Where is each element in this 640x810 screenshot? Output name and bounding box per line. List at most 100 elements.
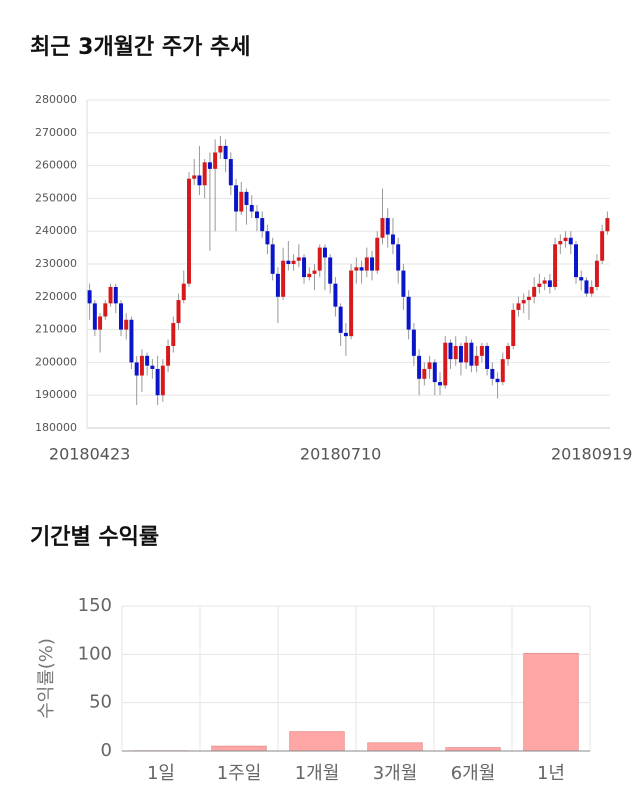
candle-body xyxy=(207,162,212,169)
candle-body xyxy=(343,332,348,337)
candle-body xyxy=(281,260,286,297)
candle-body xyxy=(563,237,568,242)
candle-body xyxy=(521,300,526,304)
candle-body xyxy=(558,241,563,245)
bar xyxy=(523,652,579,752)
candle-body xyxy=(359,267,364,271)
candle-body xyxy=(307,273,312,278)
candle-body xyxy=(370,257,375,271)
candle-body xyxy=(312,270,317,274)
candle-body xyxy=(542,280,547,284)
candle-body xyxy=(192,175,197,179)
y-tick-label: 50 xyxy=(89,692,112,713)
candle-body xyxy=(396,244,401,271)
candle-body xyxy=(547,280,552,287)
candle-body xyxy=(526,296,531,301)
candle-body xyxy=(181,283,186,301)
y-tick-label: 240000 xyxy=(35,224,77,237)
candle-body xyxy=(506,346,511,360)
candle-body xyxy=(479,346,484,356)
candle-body xyxy=(406,296,411,330)
candle-body xyxy=(453,346,458,360)
candle-body xyxy=(139,355,144,376)
candle-body xyxy=(443,342,448,386)
candle-body xyxy=(427,362,432,369)
candle-body xyxy=(464,342,469,363)
candle-body xyxy=(275,273,280,297)
chart-title: 기간별 수익률 xyxy=(30,525,159,550)
candle-body xyxy=(155,368,160,396)
candle-body xyxy=(239,191,244,212)
candle-body xyxy=(364,257,369,271)
bar xyxy=(445,747,501,752)
x-tick-label: 20180710 xyxy=(300,445,381,464)
candle-body xyxy=(349,270,354,337)
candle-body xyxy=(594,260,599,287)
y-tick-label: 150 xyxy=(78,595,112,616)
candle-body xyxy=(516,303,521,310)
chart-title: 최근 3개월간 주가 추세 xyxy=(30,35,250,60)
candle-body xyxy=(474,355,479,366)
x-tick-label: 1개월 xyxy=(295,763,340,784)
candle-body xyxy=(270,244,275,274)
candle-body xyxy=(605,218,610,232)
candle-body xyxy=(490,368,495,379)
candle-body xyxy=(589,286,594,294)
candle-body xyxy=(317,247,322,271)
candle-body xyxy=(438,382,443,386)
candle-body xyxy=(422,368,427,379)
y-tick-label: 180000 xyxy=(35,421,77,434)
candle-body xyxy=(322,247,327,258)
y-tick-label: 220000 xyxy=(35,290,77,303)
y-tick-label: 270000 xyxy=(35,126,77,139)
candle-body xyxy=(354,267,359,271)
x-tick-label: 1년 xyxy=(537,763,565,784)
candle-body xyxy=(176,300,181,324)
candle-body xyxy=(568,237,573,245)
y-tick-label: 190000 xyxy=(35,388,77,401)
y-tick-label: 210000 xyxy=(35,323,77,336)
candle-body xyxy=(401,270,406,297)
candle-body xyxy=(265,231,270,245)
candle-body xyxy=(458,346,463,363)
candle-body xyxy=(171,323,176,346)
candle-body xyxy=(186,178,191,284)
candle-body xyxy=(108,286,113,304)
candle-body xyxy=(380,218,385,238)
y-tick-label: 280000 xyxy=(35,93,77,106)
candle-body xyxy=(150,365,155,369)
candle-body xyxy=(166,346,171,366)
candle-body xyxy=(223,145,228,160)
candle-body xyxy=(579,277,584,281)
candle-body xyxy=(432,362,437,383)
candle-body xyxy=(385,218,390,235)
candle-body xyxy=(119,303,123,330)
candle-body xyxy=(92,303,97,330)
candle-body xyxy=(218,145,223,153)
candle-body xyxy=(511,309,516,346)
y-tick-label: 230000 xyxy=(35,257,77,270)
candle-body xyxy=(333,283,338,307)
candle-body xyxy=(500,359,505,383)
candle-body xyxy=(302,257,307,278)
candle-body xyxy=(234,185,239,212)
bar xyxy=(289,731,345,752)
candle-body xyxy=(87,290,92,304)
candle-body xyxy=(485,346,490,369)
candle-body xyxy=(103,303,108,317)
candle-body xyxy=(417,355,422,379)
candle-body xyxy=(197,175,202,186)
candle-body xyxy=(98,316,103,330)
x-tick-label: 1일 xyxy=(147,763,175,784)
candle-body xyxy=(448,342,453,360)
bar xyxy=(211,745,267,752)
candle-body xyxy=(296,257,301,261)
candle-body xyxy=(495,378,500,383)
y-tick-label: 260000 xyxy=(35,159,77,172)
candle-body xyxy=(124,319,129,330)
candle-body xyxy=(537,283,542,287)
y-tick-label: 200000 xyxy=(35,355,77,368)
y-tick-label: 0 xyxy=(101,740,112,761)
y-tick-label: 250000 xyxy=(35,191,77,204)
candle-body xyxy=(532,286,537,297)
